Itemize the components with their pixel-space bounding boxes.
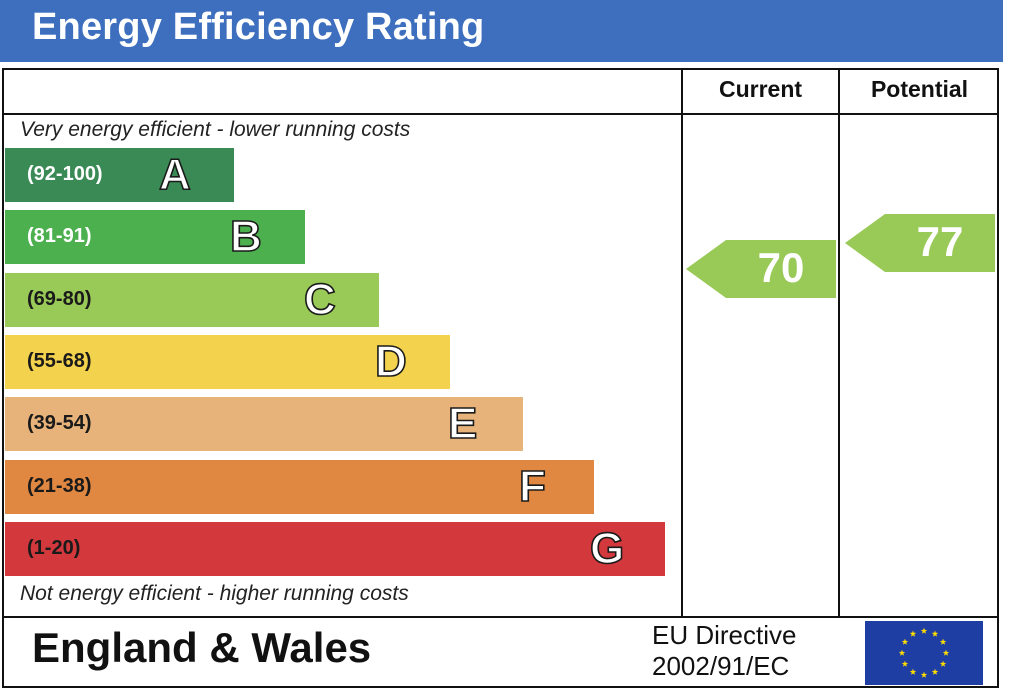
chart-title: Energy Efficiency Rating (32, 6, 485, 48)
band-letter: A (158, 149, 191, 200)
band-range-label: (21-38) (27, 474, 92, 497)
band-letter: B (229, 211, 262, 262)
eu-star (931, 630, 939, 637)
band-letter: C (303, 274, 336, 325)
current-rating-value: 70 (757, 244, 805, 292)
eu-star (909, 630, 917, 637)
directive-line-2: 2002/91/EC (652, 651, 790, 681)
divider-current (681, 68, 683, 618)
eu-star (939, 638, 947, 645)
eu-star (909, 668, 917, 675)
eu-star (942, 649, 950, 656)
band-letter: D (374, 336, 407, 387)
band-a: (92-100) A (5, 148, 234, 202)
band-g: (1-20) G (5, 521, 665, 576)
band-range-label: (39-54) (27, 412, 92, 435)
rating-frame (2, 68, 999, 688)
band-range-label: (55-68) (27, 349, 92, 372)
column-header-current: Current (718, 76, 803, 102)
eu-star (901, 638, 909, 645)
potential-rating-arrow: 77 (845, 213, 995, 272)
header-rule (2, 113, 999, 115)
band-letter: E (447, 398, 478, 449)
eu-star (920, 627, 928, 634)
potential-arrow-shape (845, 213, 995, 272)
column-header-potential: Potential (870, 76, 969, 102)
band-letter: G (589, 523, 625, 574)
eu-star (931, 668, 939, 675)
band-range-label: (69-80) (27, 287, 92, 310)
eu-star (920, 671, 928, 678)
footer-rule (2, 616, 999, 618)
band-c: (69-80) C (5, 272, 379, 327)
eu-star (898, 649, 906, 656)
band-d: (55-68) D (5, 334, 450, 389)
band-b: (81-91) B (5, 210, 305, 265)
bottom-note: Not energy efficient - higher running co… (20, 582, 409, 605)
band-range-label: (1-20) (27, 536, 81, 559)
eu-star (901, 660, 909, 667)
band-letter: F (518, 461, 546, 512)
current-arrow-shape (686, 240, 836, 299)
directive-line-1: EU Directive (652, 620, 797, 650)
current-rating-arrow: 70 (686, 240, 836, 299)
band-e: (39-54) E (5, 397, 523, 452)
band-range-label: (92-100) (27, 163, 103, 185)
potential-rating-value: 77 (916, 217, 964, 265)
eu-star (939, 660, 947, 667)
eu-flag-icon (865, 621, 983, 685)
band-range-label: (81-91) (27, 225, 92, 248)
region-label: England & Wales (32, 624, 372, 671)
title-bar: Energy Efficiency Rating (0, 0, 1003, 62)
top-note: Very energy efficient - lower running co… (20, 118, 411, 141)
band-f: (21-38) F (5, 459, 594, 514)
divider-potential (838, 68, 840, 618)
